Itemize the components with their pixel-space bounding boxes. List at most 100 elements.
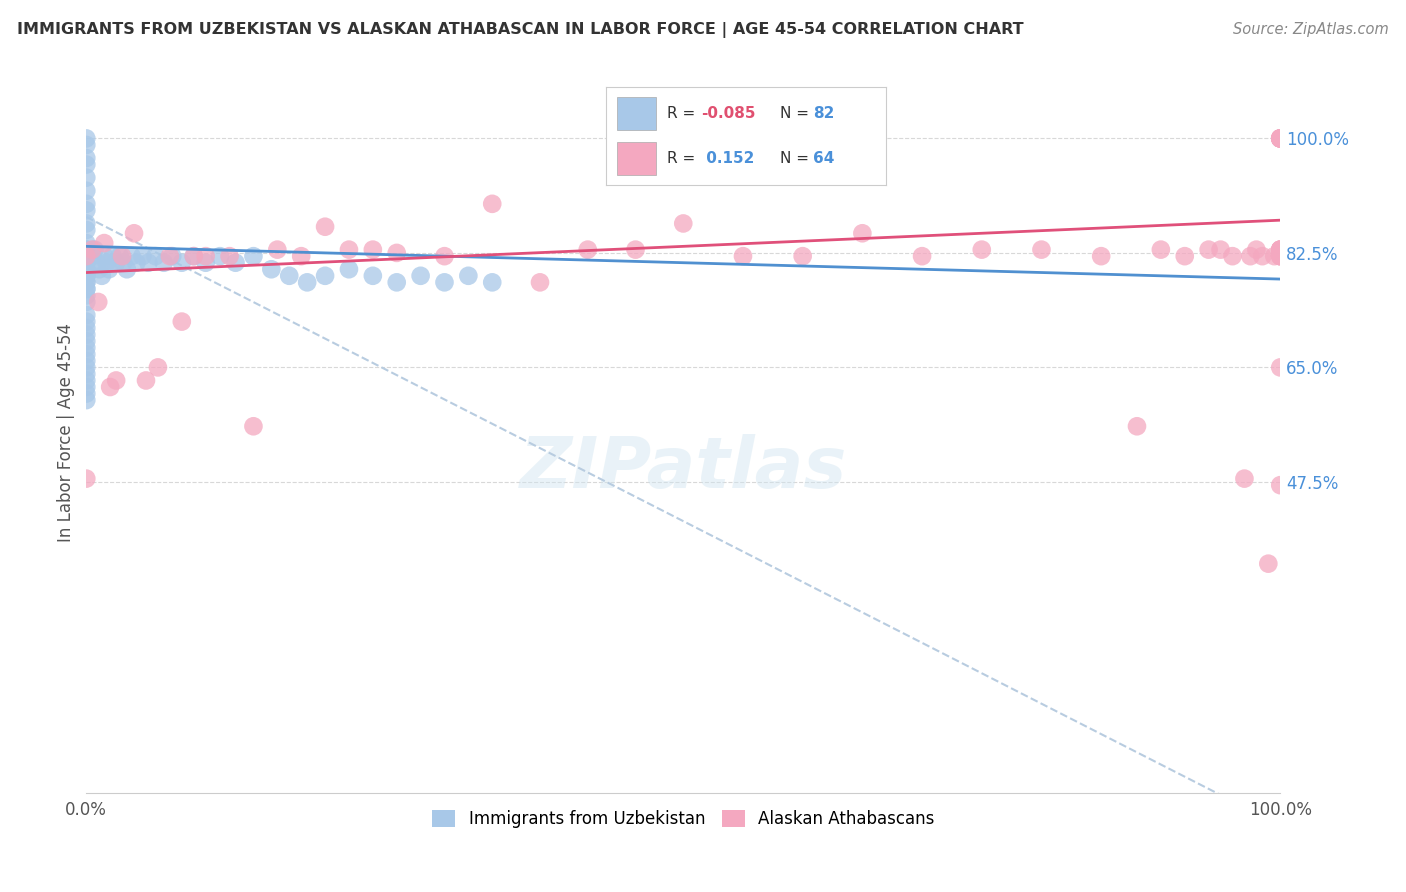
Point: [1270, 478, 1292, 492]
Point: [75, 256, 97, 270]
Point: [260, 262, 283, 277]
Point: [86, 256, 108, 270]
Point: [1270, 249, 1292, 263]
Point: [361, 243, 384, 257]
Legend: Immigrants from Uzbekistan, Alaskan Athabascans: Immigrants from Uzbekistan, Alaskan Atha…: [425, 803, 942, 835]
Point: [75, 295, 97, 310]
Point: [290, 249, 312, 263]
Point: [138, 256, 160, 270]
Point: [75, 472, 97, 486]
Point: [75, 308, 97, 322]
Point: [75, 170, 97, 185]
Point: [75, 249, 97, 263]
Point: [75, 282, 97, 296]
Point: [75, 276, 97, 290]
Point: [194, 249, 217, 263]
Point: [75, 249, 97, 263]
Point: [1150, 243, 1173, 257]
Point: [970, 243, 993, 257]
Point: [1222, 249, 1244, 263]
Point: [911, 249, 934, 263]
Point: [1031, 243, 1053, 257]
Point: [75, 223, 97, 237]
Point: [83, 243, 105, 257]
Point: [75, 386, 97, 401]
Point: [75, 268, 97, 283]
Point: [314, 219, 336, 234]
Point: [75, 158, 97, 172]
Point: [1270, 360, 1292, 375]
Point: [1233, 472, 1256, 486]
Point: [96, 256, 118, 270]
Point: [792, 249, 814, 263]
Point: [75, 137, 97, 152]
Point: [1090, 249, 1112, 263]
Point: [98, 380, 121, 394]
Point: [101, 249, 124, 263]
Point: [457, 268, 479, 283]
Point: [851, 227, 873, 241]
Point: [433, 249, 456, 263]
Point: [183, 249, 205, 263]
Point: [194, 256, 217, 270]
Point: [183, 249, 205, 263]
Point: [1270, 131, 1292, 145]
Point: [1270, 243, 1292, 257]
Point: [433, 276, 456, 290]
Point: [93, 236, 115, 251]
Point: [89, 262, 111, 277]
Point: [75, 347, 97, 361]
Point: [75, 256, 97, 270]
Point: [75, 334, 97, 349]
Point: [75, 288, 97, 302]
Text: Source: ZipAtlas.com: Source: ZipAtlas.com: [1233, 22, 1389, 37]
Y-axis label: In Labor Force | Age 45-54: In Labor Force | Age 45-54: [58, 323, 75, 542]
Point: [75, 262, 97, 277]
Point: [125, 256, 148, 270]
Point: [225, 256, 247, 270]
Text: ZIPatlas: ZIPatlas: [520, 434, 846, 503]
Point: [75, 249, 97, 263]
Point: [529, 276, 551, 290]
Point: [75, 184, 97, 198]
Point: [75, 203, 97, 218]
Point: [1270, 131, 1292, 145]
Point: [242, 419, 264, 434]
Point: [1270, 243, 1292, 257]
Point: [87, 295, 110, 310]
Point: [162, 249, 184, 263]
Point: [242, 249, 264, 263]
Point: [1270, 243, 1292, 257]
Point: [731, 249, 754, 263]
Point: [75, 217, 97, 231]
Point: [75, 354, 97, 368]
Point: [75, 236, 97, 251]
Point: [1270, 243, 1292, 257]
Point: [1246, 243, 1268, 257]
Point: [90, 268, 112, 283]
Point: [1174, 249, 1197, 263]
Point: [98, 262, 121, 277]
Point: [75, 374, 97, 388]
Point: [115, 262, 138, 277]
Point: [1209, 243, 1232, 257]
Point: [1270, 131, 1292, 145]
Point: [75, 151, 97, 165]
Point: [112, 256, 135, 270]
Point: [75, 249, 97, 263]
Point: [135, 374, 157, 388]
Point: [385, 276, 408, 290]
Point: [1251, 249, 1274, 263]
Point: [75, 131, 97, 145]
Point: [337, 243, 360, 257]
Point: [105, 374, 128, 388]
Point: [75, 197, 97, 211]
Point: [481, 276, 503, 290]
Point: [75, 360, 97, 375]
Point: [146, 360, 169, 375]
Point: [1270, 131, 1292, 145]
Point: [278, 268, 301, 283]
Point: [361, 268, 384, 283]
Point: [93, 249, 115, 263]
Point: [385, 246, 408, 260]
